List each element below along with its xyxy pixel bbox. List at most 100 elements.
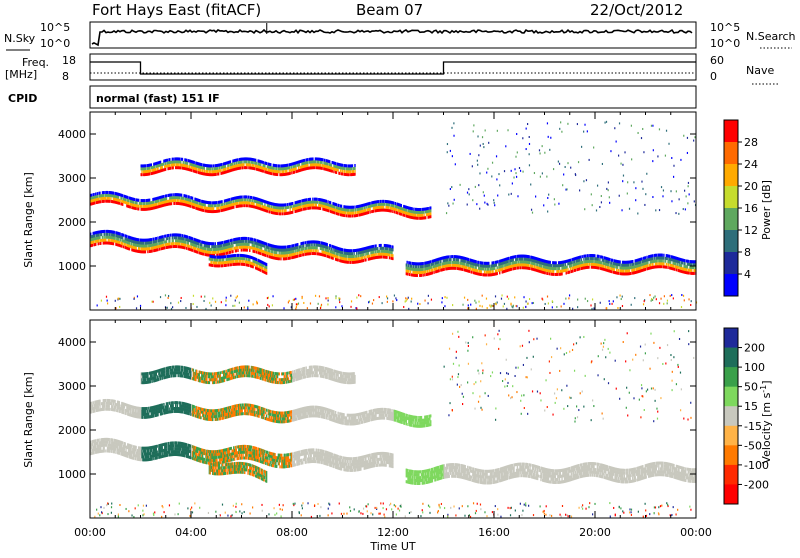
echo-cell bbox=[225, 168, 226, 171]
echo-cell bbox=[333, 170, 334, 173]
echo-cell bbox=[154, 165, 155, 168]
echo-cell bbox=[231, 242, 232, 245]
echo-cell bbox=[331, 247, 332, 250]
echo-cell bbox=[232, 250, 233, 253]
echo-cell bbox=[324, 159, 325, 162]
echo-cell bbox=[185, 241, 186, 244]
echo-cell bbox=[482, 262, 483, 265]
echo-cell bbox=[246, 240, 247, 243]
echo-cell bbox=[420, 208, 421, 211]
echo-cell bbox=[551, 264, 552, 267]
echo-cell bbox=[221, 163, 222, 166]
echo-cell bbox=[303, 253, 304, 256]
echo-cell bbox=[252, 161, 253, 164]
echo-cell bbox=[598, 255, 599, 258]
echo-cell bbox=[492, 270, 493, 273]
echo-cell bbox=[411, 265, 412, 268]
echo-cell bbox=[430, 215, 431, 218]
echo-cell bbox=[153, 238, 154, 241]
echo-cell bbox=[271, 205, 272, 208]
echo-cell bbox=[252, 238, 253, 241]
echo-cell bbox=[196, 245, 197, 248]
echo-cell bbox=[334, 211, 335, 214]
echo-cell bbox=[605, 265, 606, 268]
echo-cell bbox=[515, 255, 516, 258]
echo-cell bbox=[459, 265, 460, 268]
echo-cell bbox=[242, 260, 243, 263]
echo-cell bbox=[282, 212, 283, 215]
echo-cell bbox=[183, 161, 184, 164]
echo-cell bbox=[338, 213, 339, 216]
echo-cell bbox=[252, 265, 253, 268]
echo-cell bbox=[283, 170, 284, 173]
echo-cell bbox=[588, 266, 589, 269]
echo-cell bbox=[594, 254, 595, 257]
echo-cell bbox=[254, 167, 255, 170]
echo-cell bbox=[484, 270, 485, 273]
echo-cell bbox=[245, 198, 246, 201]
echo-cell bbox=[180, 234, 181, 237]
echo-cell bbox=[566, 272, 567, 275]
echo-cell bbox=[162, 235, 163, 238]
echo-cell bbox=[583, 258, 584, 261]
echo-cell bbox=[299, 163, 300, 166]
echo-cell bbox=[202, 206, 203, 209]
echo-cell bbox=[129, 242, 130, 245]
echo-cell bbox=[163, 163, 164, 166]
echo-cell bbox=[171, 245, 172, 248]
power-data bbox=[90, 121, 697, 310]
echo-cell bbox=[454, 258, 455, 261]
echo-cell bbox=[182, 234, 183, 237]
echo-cell bbox=[407, 273, 408, 276]
echo-cell bbox=[243, 240, 244, 243]
echo-cell bbox=[406, 209, 407, 212]
echo-cell bbox=[151, 250, 152, 253]
echo-cell bbox=[334, 252, 335, 255]
echo-cell bbox=[352, 164, 353, 167]
echo-cell bbox=[323, 248, 324, 251]
echo-cell bbox=[288, 206, 289, 209]
echo-cell bbox=[285, 246, 286, 249]
echo-cell bbox=[103, 191, 104, 194]
echo-cell bbox=[353, 212, 354, 215]
echo-cell bbox=[365, 209, 366, 212]
echo-cell bbox=[373, 210, 374, 213]
echo-cell bbox=[373, 245, 374, 248]
echo-cell bbox=[550, 270, 551, 273]
echo-cell bbox=[232, 247, 233, 250]
echo-cell bbox=[410, 270, 411, 273]
echo-cell bbox=[516, 261, 517, 264]
echo-cell bbox=[394, 210, 395, 213]
echo-cell bbox=[169, 164, 170, 167]
echo-cell bbox=[207, 170, 208, 173]
echo-cell bbox=[266, 269, 267, 272]
echo-cell bbox=[603, 265, 604, 268]
echo-cell bbox=[197, 251, 198, 254]
echo-cell bbox=[352, 214, 353, 217]
echo-cell bbox=[297, 246, 298, 249]
echo-cell bbox=[157, 167, 158, 170]
noise-left-tick-bottom: 10^0 bbox=[40, 37, 70, 50]
echo-cell bbox=[240, 167, 241, 170]
echo-cell bbox=[201, 243, 202, 246]
echo-cell bbox=[444, 268, 445, 271]
echo-cell bbox=[334, 206, 335, 209]
echo-cell bbox=[329, 256, 330, 259]
echo-cell bbox=[383, 200, 384, 203]
echo-cell bbox=[497, 272, 498, 275]
echo-cell bbox=[353, 206, 354, 209]
echo-cell bbox=[422, 262, 423, 265]
echo-cell bbox=[172, 239, 173, 242]
echo-cell bbox=[253, 202, 254, 205]
echo-cell bbox=[196, 168, 197, 171]
echo-cell bbox=[158, 199, 159, 202]
echo-cell bbox=[188, 242, 189, 245]
echo-cell bbox=[488, 268, 489, 271]
echo-cell bbox=[449, 255, 450, 258]
echo-cell bbox=[179, 242, 180, 245]
echo-cell bbox=[450, 264, 451, 267]
echo-cell bbox=[496, 264, 497, 267]
echo-cell bbox=[249, 202, 250, 205]
echo-cell bbox=[396, 208, 397, 211]
echo-cell bbox=[299, 248, 300, 251]
